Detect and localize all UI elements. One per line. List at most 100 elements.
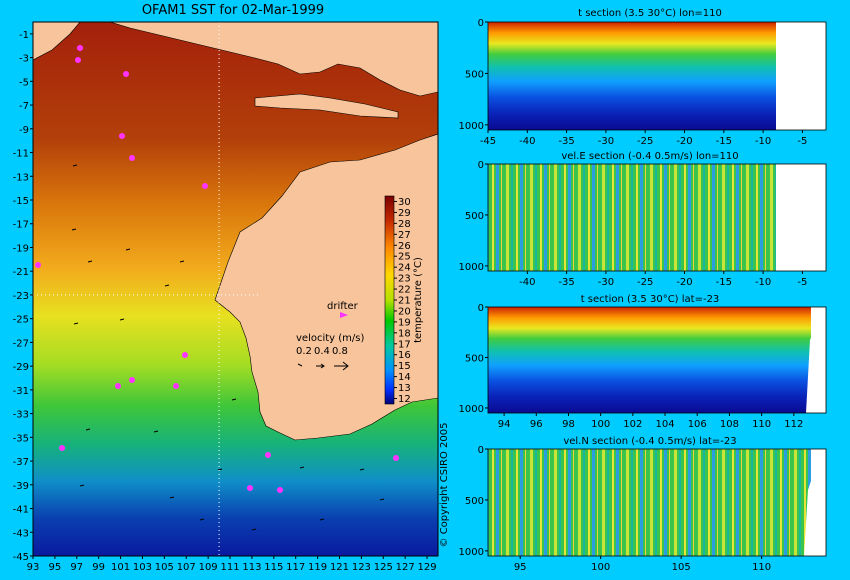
map-x-tick-label: 127 [396,562,415,573]
sst-map[interactable] [33,22,438,556]
section-y-axis: 0 500 1000 [459,18,488,132]
section-x-tick-label: -10 [755,136,771,147]
velocity-arrow [251,528,257,531]
colorbar-tick-label: 22 [398,285,411,296]
velocity-arrows [71,164,385,531]
map-x-tick-label: 113 [242,562,261,573]
drifter-marker[interactable] [182,352,188,358]
section-y-tick-label: 500 [465,496,484,507]
map-x-tick-label: 105 [155,562,174,573]
map-x-tick-label: 115 [264,562,283,573]
indonesia-land [109,22,438,97]
section-x-tick-label: -35 [558,277,574,288]
section-x-tick-label: 104 [656,419,675,430]
section-y-tick-label: 500 [465,211,484,222]
velocity-arrow [169,496,175,499]
drifter-marker[interactable] [393,455,399,461]
colorbar-tick-label: 15 [398,361,411,372]
drifter-marker[interactable] [129,155,135,161]
section-panel-4[interactable]: vel.N section (-0.4 0.5m/s) lat=-23 95 10… [459,436,827,573]
drifter-legend-arrow [340,312,348,318]
map-y-tick-label: -45 [13,552,29,563]
section-x-tick-label: 105 [672,562,691,573]
section-x-tick-label: 98 [562,419,575,430]
section-field [488,22,776,130]
section-title: vel.E section (-0.4 0.5m/s) lon=110 [561,151,738,162]
drifter-marker[interactable] [129,377,135,383]
drifter-marker[interactable] [59,445,65,451]
drifter-marker[interactable] [119,133,125,139]
section-panel-1[interactable]: t section (3.5 30°C) lon=110 -45 -40 -35 -3… [459,8,827,147]
map-y-tick-label: -39 [13,481,29,492]
sumatra-land [33,22,81,61]
drifter-marker[interactable] [35,262,41,268]
section-x-axis: -45 -40 -35 -30 -25 -20 -15 -10 -5 [480,130,807,147]
map-y-tick-label: -33 [13,410,29,421]
map-x-tick-label: 119 [308,562,327,573]
drifter-marker[interactable] [247,485,253,491]
velocity-arrow [79,484,85,487]
map-y-tick-label: -1 [19,30,29,41]
drifter-marker[interactable] [173,383,179,389]
drifter-marker[interactable] [115,383,121,389]
map-y-tick-label: -43 [13,528,29,539]
drifter-marker[interactable] [77,45,83,51]
colorbar-tick-label: 17 [398,339,411,350]
section-x-tick-label: 94 [498,419,511,430]
map-x-tick-label: 109 [199,562,218,573]
section-title: t section (3.5 30°C) lon=110 [578,8,722,19]
section-x-tick-label: 110 [752,562,771,573]
section-x-tick-label: 108 [720,419,739,430]
velocity-arrow [73,322,79,325]
velocity-scale-1: 0.2 [296,346,312,357]
colorbar-tick-label: 16 [398,350,411,361]
colorbar-tick-label: 24 [398,263,411,274]
drifter-marker[interactable] [202,183,208,189]
drifter-marker[interactable] [123,71,129,77]
map-x-axis: 93 95 97 99 101 103 105 107 109 111 113 115 117 119 12… [27,556,437,573]
section-x-tick-label: -15 [716,136,732,147]
colorbar-tick-label: 27 [398,230,411,241]
map-y-tick-label: -17 [13,220,29,231]
map-x-tick-label: 125 [374,562,393,573]
velocity-arrow [85,428,91,431]
drifter-marker[interactable] [75,57,81,63]
map-y-tick-label: -11 [13,149,29,160]
section-x-tick-label: -25 [637,136,653,147]
section-frame [487,448,827,557]
colorbar-tick-label: 28 [398,219,411,230]
section-y-tick-label: 1000 [459,404,484,415]
colorbar-tick-label: 29 [398,208,411,219]
section-frame [487,163,827,272]
section-y-tick-label: 500 [465,69,484,80]
colorbar-tick-label: 21 [398,296,411,307]
section-y-tick-label: 500 [465,353,484,364]
drifter-marker[interactable] [277,487,283,493]
drifter-label: drifter [327,301,359,312]
section-x-tick-label: 102 [623,419,642,430]
section-x-tick-label: 96 [530,419,543,430]
section-x-tick-label: -20 [676,277,692,288]
section-y-tick-label: 0 [478,160,484,171]
colorbar-tick-label: 18 [398,328,411,339]
drifter-marker[interactable] [265,452,271,458]
copyright: © Copyright CSIRO 2005 [439,423,450,548]
section-frame [487,21,827,131]
section-x-axis: 95 100 105 110 [514,556,771,573]
map-y-tick-label: -3 [19,54,29,65]
section-panel-3[interactable]: t section (3.5 30°C) lat=-23 94 96 98 100 10… [459,294,827,430]
section-panel-2[interactable]: vel.E section (-0.4 0.5m/s) lon=110 -40-… [459,151,827,288]
velocity-arrow [87,260,93,263]
map-y-tick-label: -21 [13,267,29,278]
section-field [488,164,776,271]
section-x-tick-label: 106 [688,419,707,430]
map-title: OFAM1 SST for 02-Mar-1999 [142,3,324,18]
section-y-tick-label: 0 [478,18,484,29]
colorbar-tick-label: 14 [398,372,411,383]
map-x-tick-label: 101 [111,562,130,573]
colorbar-tick-label: 19 [398,317,411,328]
velocity-arrow [153,430,159,433]
map-y-tick-label: -31 [13,386,29,397]
